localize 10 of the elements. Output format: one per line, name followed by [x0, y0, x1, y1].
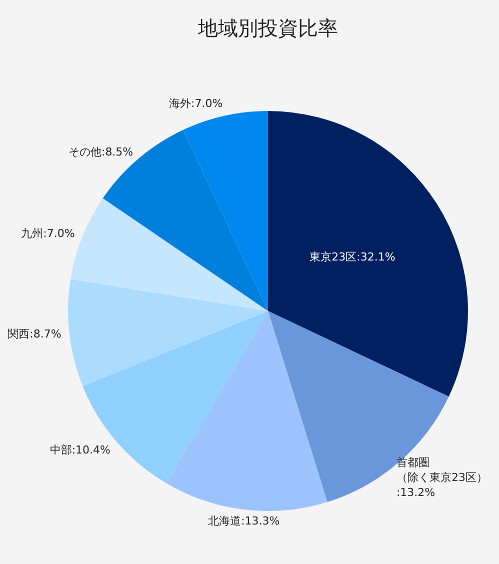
slice-label: 北海道:13.3% — [208, 514, 280, 528]
slice-label: 首都圏（除く東京23区） — [396, 456, 488, 484]
chart-title: 地域別投資比率 — [197, 16, 338, 40]
slice-label: 海外:7.0% — [169, 96, 223, 110]
slice-label: 九州:7.0% — [21, 226, 75, 240]
slice-label: 中部:10.4% — [50, 444, 110, 457]
data-label: :13.2% — [396, 486, 436, 499]
slice-label: 関西:8.7% — [8, 327, 62, 340]
slice-label: その他:8.5% — [68, 146, 134, 159]
slice-label: 東京23区:32.1% — [310, 250, 396, 264]
